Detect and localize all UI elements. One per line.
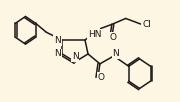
Text: N: N [72, 52, 78, 61]
Text: N: N [54, 36, 61, 45]
Text: N: N [112, 49, 119, 58]
Text: O: O [97, 73, 104, 82]
Text: N: N [54, 49, 61, 58]
Text: Cl: Cl [142, 20, 151, 29]
Text: O: O [109, 33, 116, 42]
Text: HN: HN [88, 30, 102, 39]
